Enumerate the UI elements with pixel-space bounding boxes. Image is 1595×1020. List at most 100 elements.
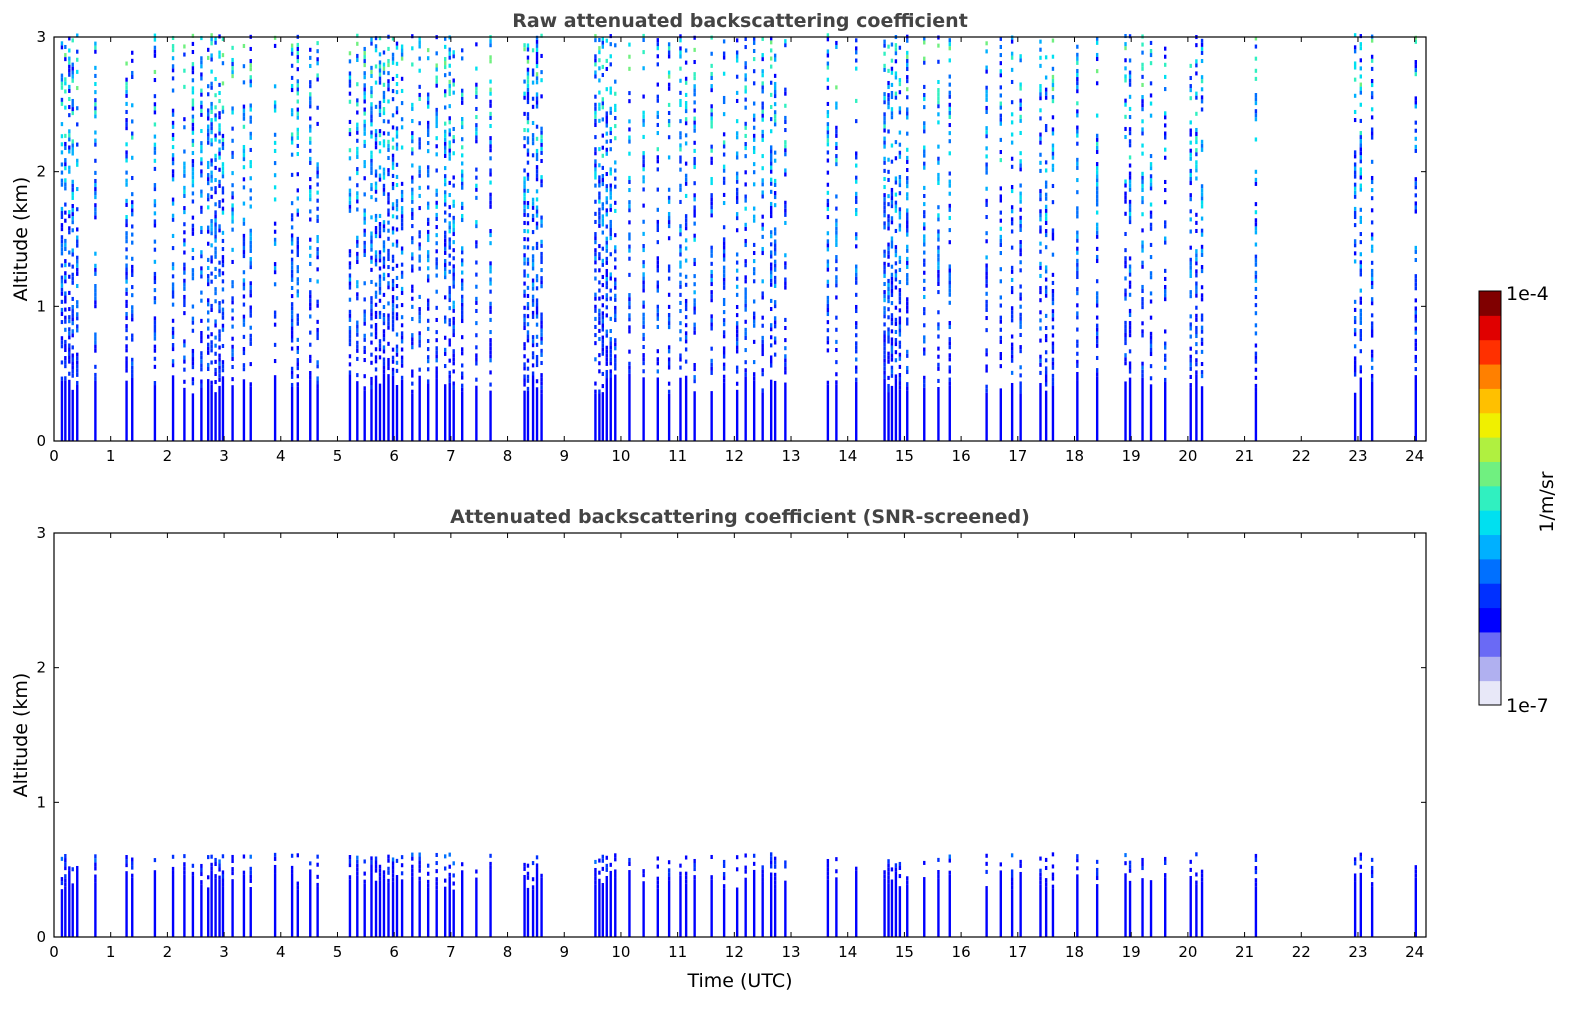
backscatter-cell bbox=[614, 79, 617, 84]
backscatter-cell bbox=[937, 326, 940, 331]
backscatter-cell bbox=[395, 858, 399, 863]
backscatter-cell bbox=[214, 857, 217, 862]
surface-layer-cell bbox=[452, 389, 455, 441]
backscatter-cell bbox=[773, 340, 777, 345]
backscatter-cell bbox=[1414, 354, 1417, 359]
backscatter-cell bbox=[948, 240, 951, 245]
backscatter-cell bbox=[999, 93, 1002, 98]
backscatter-cell bbox=[898, 385, 902, 390]
backscatter-cell bbox=[535, 209, 539, 214]
surface-layer-cell bbox=[784, 382, 787, 441]
backscatter-cell bbox=[76, 364, 79, 369]
backscatter-cell bbox=[125, 239, 128, 244]
backscatter-cell bbox=[594, 122, 597, 128]
backscatter-cell bbox=[1039, 354, 1042, 359]
backscatter-cell bbox=[1039, 290, 1042, 295]
profile-column bbox=[221, 854, 225, 937]
backscatter-cell bbox=[249, 309, 252, 314]
backscatter-cell bbox=[1200, 370, 1204, 375]
backscatter-cell bbox=[855, 179, 858, 184]
backscatter-cell bbox=[642, 159, 645, 164]
backscatter-cell bbox=[628, 244, 631, 249]
backscatter-cell bbox=[370, 324, 373, 329]
backscatter-cell bbox=[985, 239, 988, 244]
backscatter-cell bbox=[722, 273, 726, 278]
backscatter-cell bbox=[131, 272, 134, 277]
backscatter-cell bbox=[231, 296, 234, 301]
backscatter-cell bbox=[1414, 100, 1417, 105]
backscatter-cell bbox=[242, 286, 246, 291]
backscatter-cell bbox=[363, 345, 366, 350]
backscatter-cell bbox=[769, 363, 773, 368]
backscatter-cell bbox=[523, 168, 526, 173]
backscatter-cell bbox=[435, 188, 438, 193]
backscatter-cell bbox=[601, 72, 604, 78]
backscatter-cell bbox=[923, 323, 926, 328]
backscatter-cell bbox=[948, 38, 951, 43]
backscatter-cell bbox=[1044, 75, 1048, 80]
backscatter-cell bbox=[1195, 220, 1198, 225]
backscatter-cell bbox=[387, 357, 390, 363]
backscatter-cell bbox=[605, 293, 608, 298]
profile-column bbox=[183, 44, 186, 441]
backscatter-cell bbox=[131, 861, 134, 866]
backscatter-cell bbox=[769, 282, 773, 287]
backscatter-cell bbox=[452, 369, 455, 374]
backscatter-cell bbox=[1359, 219, 1363, 224]
backscatter-cell bbox=[883, 112, 886, 117]
backscatter-cell bbox=[1051, 341, 1055, 346]
backscatter-cell bbox=[443, 250, 447, 255]
backscatter-cell bbox=[221, 323, 225, 328]
backscatter-cell bbox=[94, 292, 97, 297]
backscatter-cell bbox=[642, 37, 645, 42]
backscatter-cell bbox=[94, 110, 97, 115]
backscatter-cell bbox=[411, 316, 414, 322]
backscatter-cell bbox=[1254, 383, 1258, 388]
backscatter-cell bbox=[883, 205, 886, 210]
backscatter-cell bbox=[200, 104, 203, 109]
backscatter-cell bbox=[523, 313, 526, 318]
profile-column bbox=[735, 38, 739, 441]
backscatter-cell bbox=[1189, 269, 1192, 274]
backscatter-cell bbox=[1359, 316, 1363, 321]
x-tick-label: 3 bbox=[219, 447, 229, 465]
backscatter-cell bbox=[1353, 223, 1357, 228]
backscatter-cell bbox=[684, 80, 688, 85]
backscatter-cell bbox=[60, 85, 64, 90]
backscatter-cell bbox=[883, 310, 886, 315]
backscatter-cell bbox=[249, 67, 252, 72]
backscatter-cell bbox=[191, 167, 195, 172]
backscatter-cell bbox=[1128, 58, 1132, 63]
backscatter-cell bbox=[94, 195, 97, 200]
profile-column bbox=[76, 865, 79, 937]
backscatter-cell bbox=[735, 337, 739, 342]
backscatter-cell bbox=[207, 350, 210, 355]
profile-column bbox=[411, 852, 414, 937]
backscatter-cell bbox=[752, 57, 756, 62]
backscatter-cell bbox=[64, 238, 67, 243]
backscatter-cell bbox=[426, 165, 430, 170]
backscatter-cell bbox=[609, 337, 612, 342]
backscatter-cell bbox=[475, 333, 478, 338]
backscatter-cell bbox=[391, 161, 395, 166]
backscatter-cell bbox=[523, 176, 526, 181]
backscatter-cell bbox=[1359, 365, 1363, 370]
backscatter-cell bbox=[382, 167, 386, 172]
backscatter-cell bbox=[594, 54, 597, 59]
backscatter-cell bbox=[693, 156, 696, 161]
backscatter-cell bbox=[191, 118, 195, 123]
backscatter-cell bbox=[722, 281, 726, 286]
backscatter-cell bbox=[744, 331, 747, 336]
profile-column bbox=[316, 854, 319, 937]
backscatter-cell bbox=[855, 345, 858, 350]
backscatter-cell bbox=[1124, 66, 1127, 71]
backscatter-cell bbox=[761, 388, 764, 393]
backscatter-cell bbox=[460, 278, 464, 283]
backscatter-cell bbox=[489, 261, 492, 266]
backscatter-cell bbox=[242, 294, 246, 299]
backscatter-cell bbox=[1149, 331, 1153, 336]
backscatter-cell bbox=[744, 65, 747, 70]
backscatter-cell bbox=[370, 102, 373, 107]
backscatter-cell bbox=[890, 264, 894, 269]
backscatter-cell bbox=[1010, 221, 1014, 226]
